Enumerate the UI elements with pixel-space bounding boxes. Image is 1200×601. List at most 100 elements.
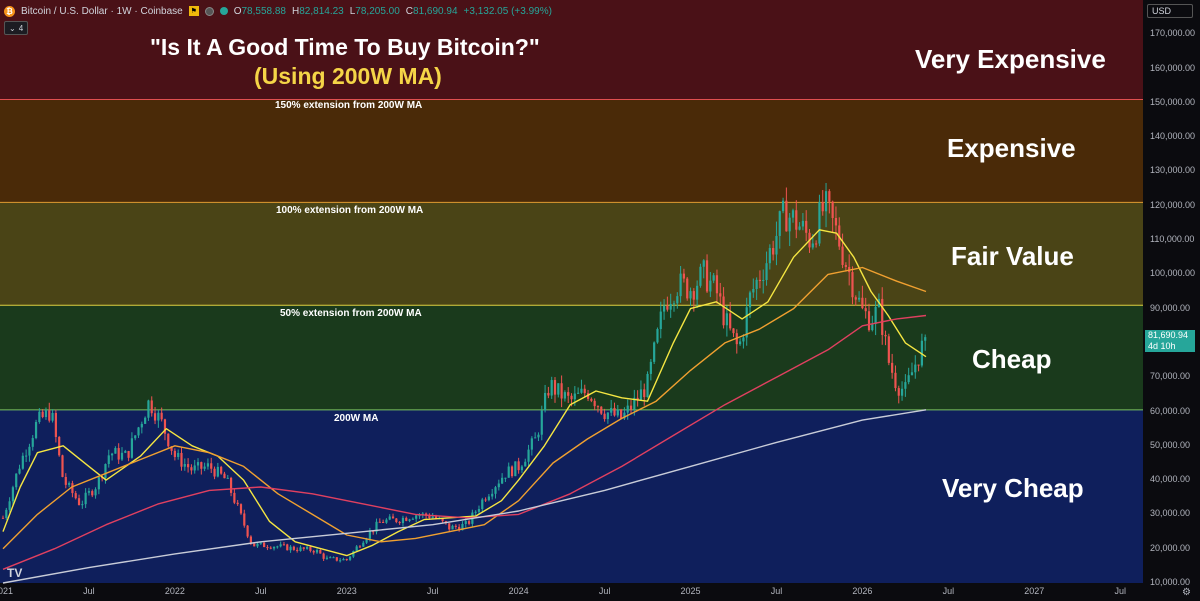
- candle-body: [170, 446, 173, 451]
- candle-body: [891, 362, 894, 373]
- candle-body: [348, 556, 352, 560]
- moving-average-line: [2, 409, 927, 584]
- x-tick-label: 2021: [0, 586, 14, 596]
- candle-body: [1, 517, 5, 519]
- candle-body: [332, 557, 335, 559]
- candle-body: [236, 502, 239, 505]
- candle-body: [914, 364, 917, 373]
- candle-body: [867, 311, 871, 331]
- candle-body: [924, 337, 927, 341]
- candle-body: [21, 455, 24, 469]
- candle-body: [28, 446, 31, 456]
- candle-body: [758, 279, 762, 282]
- candle-body: [296, 549, 299, 551]
- candle-body: [504, 477, 507, 479]
- candle-body: [752, 288, 755, 293]
- flag-icon[interactable]: ⚑: [188, 6, 199, 16]
- candle-body: [104, 464, 107, 479]
- currency-selector[interactable]: USD: [1147, 4, 1193, 18]
- candle-body: [467, 521, 471, 524]
- candle-body: [375, 521, 378, 532]
- candle-body: [815, 243, 818, 245]
- candle-body: [302, 547, 305, 549]
- candle-body: [834, 218, 838, 226]
- candle-body: [110, 453, 114, 456]
- candle-body: [61, 455, 64, 477]
- candle-body: [233, 492, 236, 503]
- candle-body: [408, 519, 411, 521]
- candle-body: [464, 521, 467, 524]
- candle-body: [477, 509, 481, 512]
- candle-body: [692, 291, 695, 300]
- x-tick-label: 2025: [680, 586, 701, 596]
- y-tick-label: 20,000.00: [1150, 542, 1191, 553]
- x-tick-label: 2022: [164, 586, 185, 596]
- candle-body: [524, 461, 527, 467]
- candle-body: [210, 463, 213, 469]
- x-tick-label: Jul: [255, 586, 267, 596]
- candle-body: [649, 361, 652, 374]
- candle-body: [256, 543, 259, 547]
- symbol-title[interactable]: Bitcoin / U.S. Dollar · 1W · Coinbase: [21, 5, 183, 17]
- candle-body: [272, 546, 276, 549]
- candle-body: [134, 435, 137, 439]
- y-tick-label: 100,000.00: [1150, 268, 1196, 279]
- candle-body: [144, 417, 147, 424]
- candle-body: [567, 392, 570, 396]
- y-tick-label: 10,000.00: [1150, 577, 1191, 587]
- candle-body: [405, 517, 408, 521]
- current-price: 81,690.94: [1148, 330, 1189, 340]
- candle-body: [659, 311, 662, 330]
- price-axis[interactable]: [1143, 0, 1200, 601]
- valuation-zones: [0, 0, 1143, 583]
- candle-body: [8, 501, 11, 510]
- replay-icon[interactable]: [204, 6, 214, 16]
- candle-body: [398, 521, 401, 524]
- candle-body: [481, 499, 484, 510]
- zone-label-expensive: Expensive: [947, 133, 1076, 163]
- y-tick-label: 150,000.00: [1150, 96, 1196, 107]
- price-series: [1, 182, 927, 563]
- candle-body: [778, 211, 781, 236]
- candle-body: [259, 542, 262, 544]
- zone-band: [0, 0, 1143, 100]
- candle-body: [676, 296, 679, 304]
- bar-countdown: 4d 10h: [1148, 341, 1176, 351]
- candle-body: [299, 547, 302, 551]
- candle-body: [712, 275, 715, 281]
- candle-body: [487, 496, 490, 501]
- candle-body: [580, 388, 583, 393]
- current-price-tag: 81,690.94 4d 10h: [1145, 330, 1195, 352]
- indicator-toggle[interactable]: ⌄ 4: [4, 21, 29, 35]
- candle-body: [662, 305, 666, 312]
- candle-body: [653, 342, 656, 362]
- candle-body: [160, 412, 163, 420]
- candle-body: [689, 291, 692, 299]
- candle-body: [540, 410, 543, 435]
- tradingview-logo-icon[interactable]: TV: [7, 566, 23, 580]
- candle-body: [263, 542, 266, 548]
- moving-average-series: [2, 229, 927, 584]
- candle-body: [74, 493, 77, 499]
- candle-body: [844, 264, 847, 268]
- x-tick-label: Jul: [598, 586, 611, 596]
- candle-body: [841, 246, 844, 265]
- gear-icon[interactable]: ⚙: [1182, 587, 1191, 598]
- candle-body: [51, 412, 54, 421]
- candle-body: [249, 536, 253, 544]
- low-value: 78,205.00: [355, 5, 400, 17]
- candle-body: [454, 525, 457, 527]
- symbol-header: ₿ Bitcoin / U.S. Dollar · 1W · Coinbase …: [4, 3, 552, 19]
- zone-label-very-expensive: Very Expensive: [915, 44, 1106, 74]
- candle-body: [643, 389, 646, 398]
- x-tick-label: 2027: [1024, 586, 1045, 596]
- candle-body: [762, 279, 765, 282]
- candle-body: [418, 515, 421, 517]
- candle-body: [226, 477, 229, 479]
- candle-body: [434, 516, 438, 519]
- candle-body: [41, 411, 44, 418]
- candle-body: [553, 380, 557, 395]
- candle-body: [534, 437, 537, 439]
